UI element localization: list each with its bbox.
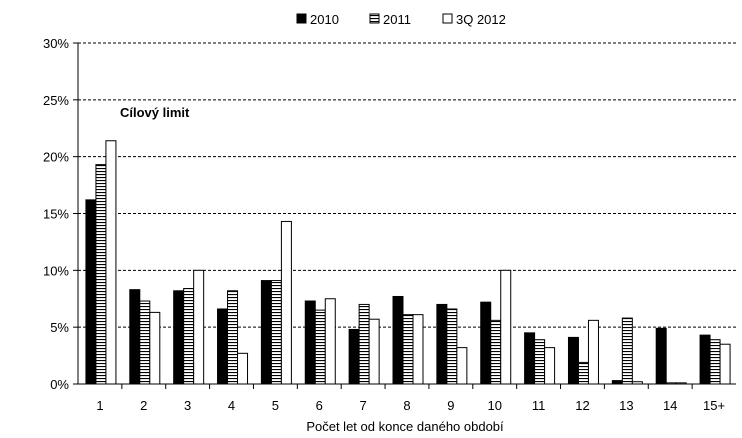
bar-3q-2012-cat-10 bbox=[500, 269, 512, 385]
bar-3q-2012-cat-12 bbox=[587, 319, 599, 385]
bar-2010-cat-6 bbox=[304, 300, 316, 385]
bar-3q-2012-cat-4 bbox=[237, 352, 249, 385]
bar-2010-cat-13 bbox=[611, 380, 623, 385]
x-tick-label: 7 bbox=[360, 398, 367, 413]
bar-2011-cat-7 bbox=[358, 303, 370, 385]
bar-2010-cat-4 bbox=[217, 308, 229, 385]
y-tick-label: 25% bbox=[43, 93, 69, 108]
legend-swatch-2010 bbox=[296, 13, 307, 24]
x-tick-label: 10 bbox=[487, 398, 501, 413]
bar-3q-2012-cat-5 bbox=[280, 220, 292, 385]
bar-2010-cat-1 bbox=[85, 199, 97, 385]
bar-2011-cat-6 bbox=[314, 309, 326, 385]
x-tick-label: 15+ bbox=[703, 398, 725, 413]
bar-2011-cat-3 bbox=[183, 288, 195, 385]
x-tick-label: 2 bbox=[140, 398, 147, 413]
x-tick-label: 4 bbox=[228, 398, 235, 413]
bar-2011-cat-13 bbox=[621, 317, 633, 385]
gridlines bbox=[73, 42, 736, 389]
x-tick-label: 3 bbox=[184, 398, 191, 413]
bar-2011-cat-8 bbox=[402, 314, 414, 385]
x-tick-label: 9 bbox=[447, 398, 454, 413]
bar-2010-cat-3 bbox=[173, 290, 185, 385]
bar-2011-cat-4 bbox=[227, 290, 239, 385]
bar-2010-cat-8 bbox=[392, 295, 404, 385]
legend-label: 2011 bbox=[383, 12, 411, 27]
bar-3q-2012-cat-7 bbox=[368, 318, 380, 385]
legend-label: 3Q 2012 bbox=[456, 12, 506, 27]
bar-2011-cat-15+ bbox=[709, 339, 721, 385]
target-limit-annotation: Cílový limit bbox=[120, 105, 190, 120]
bar-2011-cat-9 bbox=[446, 308, 458, 385]
y-tick-label: 20% bbox=[43, 150, 69, 165]
x-tick-label: 1 bbox=[96, 398, 103, 413]
y-tick-labels: 0% 5% 10% 15% 20% 25% 30% bbox=[43, 36, 69, 392]
legend-swatch-2011 bbox=[369, 13, 380, 24]
bar-2011-cat-5 bbox=[270, 280, 282, 385]
bar-3q-2012-cat-11 bbox=[544, 347, 556, 385]
bar-2011-cat-12 bbox=[577, 361, 589, 385]
axes bbox=[77, 43, 736, 385]
bar-2011-cat-10 bbox=[490, 319, 502, 385]
legend-swatch-3q-2012 bbox=[442, 13, 453, 24]
bar-3q-2012-cat-3 bbox=[193, 269, 205, 385]
x-tick-label: 6 bbox=[316, 398, 323, 413]
bar-3q-2012-cat-1 bbox=[105, 140, 117, 385]
x-tick-label: 13 bbox=[619, 398, 633, 413]
bar-2010-cat-12 bbox=[567, 336, 579, 385]
bar-2011-cat-2 bbox=[139, 300, 151, 385]
y-tick-label: 15% bbox=[43, 207, 69, 222]
y-tick-label: 10% bbox=[43, 263, 69, 278]
bar-3q-2012-cat-15+ bbox=[719, 343, 731, 385]
y-tick-label: 5% bbox=[50, 320, 69, 335]
bar-2010-cat-10 bbox=[480, 301, 492, 385]
bar-2011-cat-11 bbox=[534, 339, 546, 385]
bar-2010-cat-5 bbox=[260, 280, 272, 385]
legend-label: 2010 bbox=[310, 12, 339, 27]
x-tick-label: 12 bbox=[575, 398, 589, 413]
bar-3q-2012-cat-6 bbox=[324, 298, 336, 385]
bar-2010-cat-14 bbox=[655, 327, 667, 385]
bar-2010-cat-9 bbox=[436, 303, 448, 385]
bar-3q-2012-cat-8 bbox=[412, 314, 424, 385]
bar-2010-cat-11 bbox=[524, 332, 536, 385]
bars bbox=[85, 140, 731, 385]
bar-2011-cat-1 bbox=[95, 164, 107, 385]
legend: 2010 2011 3Q 2012 bbox=[296, 12, 506, 27]
x-tick-label: 5 bbox=[272, 398, 279, 413]
x-tick-label: 11 bbox=[532, 398, 546, 413]
x-tick-label: 8 bbox=[403, 398, 410, 413]
bar-3q-2012-cat-9 bbox=[456, 347, 468, 385]
bar-2010-cat-15+ bbox=[699, 334, 711, 385]
bar-2010-cat-2 bbox=[129, 289, 141, 385]
x-tick-label: 14 bbox=[663, 398, 677, 413]
x-axis-title: Počet let od konce daného období bbox=[306, 419, 504, 434]
y-tick-label: 0% bbox=[50, 377, 69, 392]
x-tick-labels: 1 2 3 4 5 6 7 8 9 10 11 12 13 14 15+ bbox=[96, 398, 725, 413]
bar-2010-cat-7 bbox=[348, 328, 360, 385]
y-tick-label: 30% bbox=[43, 36, 69, 51]
bar-3q-2012-cat-2 bbox=[149, 311, 161, 385]
